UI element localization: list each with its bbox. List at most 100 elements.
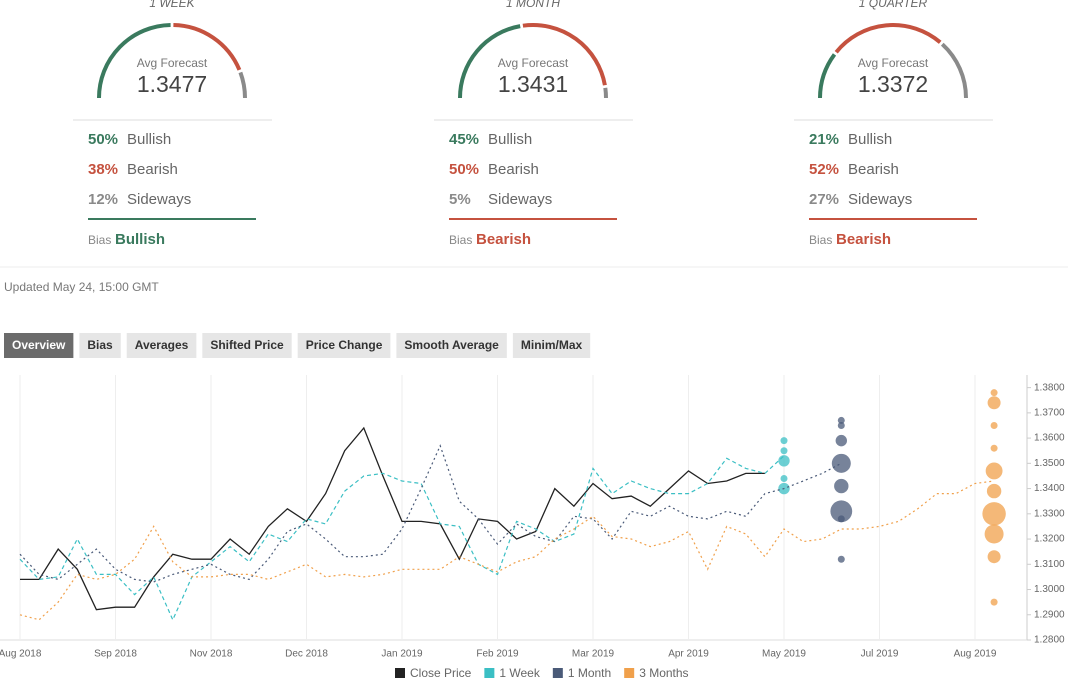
row-label: Bearish (848, 161, 899, 178)
tab-label[interactable]: Smooth Average (404, 338, 499, 352)
row-percent: 38% (88, 161, 118, 178)
tab-label[interactable]: Averages (135, 338, 189, 352)
updated: Updated May 24, 15:00 GMT (4, 280, 159, 294)
y-tick-label: 1.2900 (1034, 609, 1065, 620)
tab-label[interactable]: Minim/Max (521, 338, 583, 352)
avg-label: Avg Forecast (858, 56, 929, 70)
legend-label: 1 Week (499, 666, 540, 679)
tab-bg[interactable] (396, 333, 507, 358)
legend-label: Close Price (410, 666, 472, 679)
forecast-bubble (837, 515, 845, 523)
row-percent: 27% (809, 191, 839, 208)
legend-label: 3 Months (639, 666, 688, 679)
row-percent: 50% (449, 161, 479, 178)
tab-label[interactable]: Bias (87, 338, 113, 352)
tab-label[interactable]: Overview (12, 338, 66, 352)
series-line (20, 426, 765, 611)
tab[interactable]: Smooth Average (396, 333, 507, 358)
x-tick-label: May 2019 (762, 649, 806, 660)
period-label: 1 QUARTER (859, 0, 928, 10)
forecast-bubble (834, 478, 849, 494)
y-tick-label: 1.3700 (1034, 407, 1065, 418)
row-percent: 21% (809, 131, 839, 148)
x-tick-label: Aug 2019 (954, 649, 997, 660)
gauge-segment (940, 42, 968, 99)
bias-value: Bearish (476, 231, 531, 248)
tab-bg[interactable] (79, 333, 121, 358)
tab-bg[interactable] (4, 333, 74, 358)
forecast-bubble (835, 434, 847, 447)
row-label: Bearish (488, 161, 539, 178)
avg-label: Avg Forecast (137, 56, 208, 70)
bias-label: Bias (809, 233, 832, 247)
forecast-bubble (990, 389, 998, 397)
legend-swatch (484, 668, 495, 678)
tab[interactable]: Shifted Price (202, 333, 292, 358)
legend-swatch (552, 668, 563, 678)
forecast-bubble (987, 550, 1001, 564)
y-tick-label: 1.3500 (1034, 458, 1065, 469)
series-line (19, 480, 995, 621)
gauge-segment (238, 71, 248, 99)
forecast-bubble (780, 437, 788, 445)
gauge-segment (818, 53, 837, 99)
avg-value: 1.3431 (498, 71, 568, 97)
period-label: 1 WEEK (149, 0, 195, 10)
tab-bg[interactable] (126, 333, 197, 358)
forecast-bubble (837, 416, 845, 424)
row-percent: 45% (449, 131, 479, 148)
y-tick-label: 1.3600 (1034, 433, 1065, 444)
x-tick-label: Aug 2018 (0, 649, 42, 660)
tab[interactable]: Bias (79, 333, 121, 358)
tab-bg[interactable] (202, 333, 292, 358)
x-tick-label: Nov 2018 (190, 649, 233, 660)
legend-swatch (624, 668, 635, 678)
bias-value: Bearish (836, 231, 891, 248)
forecast-bubble (987, 396, 1001, 410)
tab-bg[interactable] (297, 333, 391, 358)
gauge-segment (603, 87, 609, 99)
row-label: Sideways (127, 191, 191, 208)
tab[interactable]: Averages (126, 333, 197, 358)
legend-label: 1 Month (568, 666, 611, 679)
tab[interactable]: Price Change (297, 333, 391, 358)
avg-value: 1.3477 (137, 71, 207, 97)
y-tick-label: 1.3300 (1034, 508, 1065, 519)
tab-label[interactable]: Price Change (306, 338, 383, 352)
forecast-bubble (778, 455, 790, 467)
forecast-bubble (990, 598, 998, 606)
gauge-segment (834, 23, 942, 54)
tab[interactable]: Minim/Max (512, 333, 591, 358)
forecast-bubble (990, 421, 998, 429)
row-percent: 12% (88, 191, 118, 208)
forecast-bubble (986, 483, 1002, 499)
forecast-bubble (830, 500, 853, 523)
y-tick-label: 1.3000 (1034, 584, 1065, 595)
y-tick-label: 1.3400 (1034, 483, 1065, 494)
gauge-segment (173, 23, 242, 71)
gauge-segment (97, 23, 171, 99)
forecast-bubble (984, 524, 1004, 544)
bias-value: Bullish (115, 231, 165, 248)
forecast-bubble (837, 421, 845, 429)
tab[interactable]: Overview (4, 333, 74, 358)
forecast-bubble (990, 444, 998, 452)
tab-label[interactable]: Shifted Price (210, 338, 284, 352)
tab-bg[interactable] (512, 333, 591, 358)
row-label: Sideways (848, 191, 912, 208)
x-tick-label: Jan 2019 (381, 649, 423, 660)
row-percent: 5% (449, 191, 471, 208)
x-tick-label: Sep 2018 (94, 649, 137, 660)
y-tick-label: 1.3200 (1034, 534, 1065, 545)
series-line (19, 444, 842, 583)
y-tick-label: 1.3800 (1034, 382, 1065, 393)
bias-label: Bias (88, 233, 111, 247)
bias-label: Bias (449, 233, 472, 247)
forecast-bubble (780, 474, 788, 482)
row-label: Bullish (127, 131, 171, 148)
y-tick-label: 1.3100 (1034, 559, 1065, 570)
x-tick-label: Apr 2019 (668, 649, 709, 660)
forecast-bubble (982, 502, 1006, 526)
x-tick-label: Feb 2019 (476, 649, 519, 660)
